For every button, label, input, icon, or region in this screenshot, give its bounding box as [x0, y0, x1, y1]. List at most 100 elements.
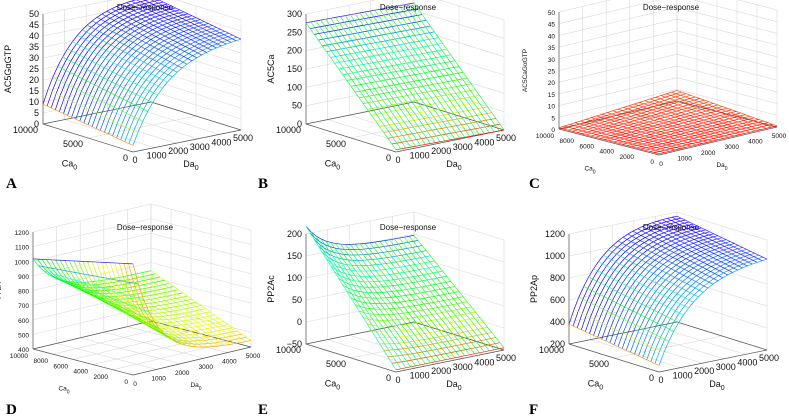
- mesh-line: [585, 119, 686, 148]
- z-tick-label: 35: [29, 42, 39, 52]
- da-tick-label: 1000: [410, 371, 430, 381]
- mesh-line: [578, 296, 669, 342]
- mesh-line: [647, 224, 738, 271]
- mesh-line: [637, 228, 728, 276]
- mesh-line: [583, 286, 674, 332]
- da-tick-label: 0: [132, 155, 137, 165]
- z-tick-label: 0: [297, 119, 302, 129]
- mesh-line: [75, 281, 177, 343]
- z-axis-label: PP2Ap: [529, 275, 539, 303]
- ca-axis-label: Ca0: [325, 379, 341, 392]
- z-tick-label: 200: [550, 339, 565, 349]
- z-tick-label: 40: [29, 31, 39, 41]
- mesh-line: [305, 22, 397, 151]
- mesh-line: [86, 281, 187, 346]
- ca-tick-label: 4000: [600, 149, 615, 156]
- z-tick-label: 400: [18, 347, 29, 354]
- mesh-line: [413, 235, 505, 349]
- mesh-line: [340, 243, 431, 364]
- mesh-line: [106, 10, 197, 59]
- mesh-line: [62, 56, 153, 103]
- mesh-line: [671, 216, 763, 261]
- mesh-line: [413, 2, 505, 131]
- z-tick-label: 25: [548, 69, 556, 76]
- mesh-line: [601, 113, 703, 144]
- ca-tick-label: 2000: [620, 154, 635, 161]
- ca-tick-label: 4000: [74, 369, 89, 376]
- mesh-line: [91, 281, 193, 347]
- ca-tick-label: 5000: [326, 359, 346, 369]
- mesh-line: [121, 4, 212, 51]
- z-tick-label: 500: [18, 332, 29, 339]
- ca-tick-label: 10000: [10, 353, 28, 360]
- mesh-line: [143, 0, 232, 43]
- ca-axis-label: Ca0: [584, 166, 595, 176]
- mesh-line: [42, 103, 134, 146]
- z-tick-label: 50: [292, 101, 302, 111]
- panel-letter: F: [529, 402, 539, 418]
- z-tick-label: 5: [34, 108, 39, 118]
- ca-tick-label: 5000: [326, 139, 346, 149]
- mesh-line: [354, 296, 464, 310]
- da-tick-label: 4000: [211, 137, 231, 147]
- mesh-line: [660, 95, 762, 130]
- da-tick-label: 5000: [759, 353, 779, 363]
- z-tick-label: 15: [29, 86, 39, 96]
- da-tick-label: 2000: [694, 366, 714, 376]
- mesh-line: [650, 98, 751, 133]
- mesh-line: [340, 16, 431, 144]
- z-tick-label: 100: [287, 273, 302, 283]
- z-tick-label: 600: [550, 295, 565, 305]
- ca-tick-label: 8000: [560, 138, 575, 145]
- ca-axis-label: Ca0: [58, 386, 69, 396]
- mesh-line: [320, 238, 412, 368]
- mesh-line: [150, 270, 252, 341]
- mesh-line: [158, 0, 242, 40]
- mesh-line: [344, 15, 436, 143]
- ca-tick-label: 6000: [580, 143, 595, 150]
- mesh-line: [354, 243, 446, 361]
- da-tick-label: 2000: [168, 146, 188, 156]
- mesh-line: [344, 244, 436, 363]
- mesh-line: [676, 215, 768, 260]
- mesh-line: [128, 36, 238, 144]
- mesh-line: [111, 8, 202, 56]
- z-tick-label: 1200: [15, 230, 30, 237]
- mesh-line: [364, 243, 456, 359]
- panel-letter: C: [529, 176, 540, 192]
- mesh-line: [330, 242, 421, 366]
- z-tick-label: 0: [297, 317, 302, 327]
- mesh-line: [666, 93, 767, 129]
- mesh-line: [617, 240, 709, 289]
- mesh-line: [52, 76, 143, 122]
- mesh-line: [384, 240, 475, 355]
- mesh-line: [102, 280, 203, 348]
- da-axis-label: Da0: [446, 379, 462, 392]
- da-tick-label: 4000: [737, 357, 757, 367]
- mesh-line: [374, 241, 466, 357]
- ca-tick-label: 0: [650, 159, 654, 166]
- ca-axis-label: Ca0: [588, 379, 604, 392]
- mesh-line: [612, 110, 713, 142]
- da-axis-label: Da0: [716, 162, 727, 172]
- panel-c: Dose−response 0 5 10 15 20 25 30 35 40 45 50 0 2000 40…: [522, 0, 789, 200]
- mesh-line: [82, 29, 173, 78]
- mesh-line: [627, 233, 719, 282]
- axes-box: [568, 211, 768, 373]
- mesh-line: [569, 124, 670, 152]
- z-tick-label: 45: [548, 22, 556, 29]
- mesh-line: [374, 9, 466, 138]
- mesh-line: [389, 7, 480, 135]
- ca-tick-label: 6000: [54, 363, 69, 370]
- mesh-line: [310, 21, 402, 150]
- ca-tick-label: 8000: [34, 358, 49, 365]
- panel-b: Dose−response 0 50 100 150 200 250 300 0 5000 1000…: [258, 0, 526, 200]
- mesh-line: [72, 41, 163, 89]
- plot-title: Dose−response: [643, 3, 700, 12]
- da-tick-label: 0: [395, 375, 400, 385]
- z-tick-label: 0: [34, 119, 39, 129]
- da-tick-label: 5000: [496, 133, 516, 143]
- mesh-line: [408, 236, 500, 350]
- da-tick-label: 0: [659, 161, 663, 168]
- da-tick-label: 2000: [175, 370, 190, 377]
